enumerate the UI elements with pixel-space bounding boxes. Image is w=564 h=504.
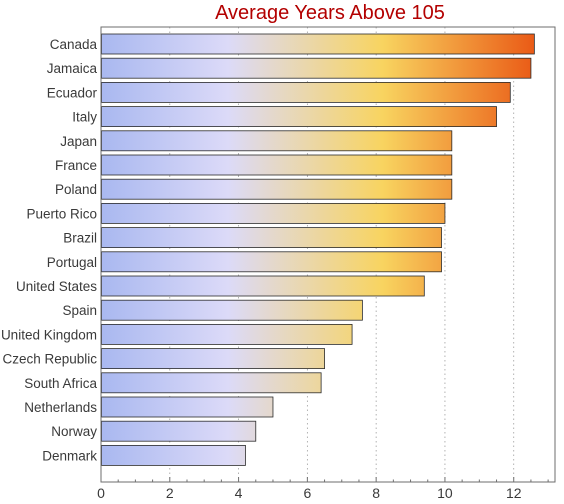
bar-portugal xyxy=(101,251,442,273)
bar-italy xyxy=(101,106,497,127)
bar-poland xyxy=(101,178,453,200)
x-tick-label: 6 xyxy=(303,485,311,501)
bar-south-africa xyxy=(101,372,322,394)
category-label: Brazil xyxy=(63,231,97,246)
category-label: United States xyxy=(16,279,97,294)
category-label: Czech Republic xyxy=(2,352,97,367)
bar-spain xyxy=(101,299,363,321)
category-label: Jamaica xyxy=(47,61,98,76)
category-label: Poland xyxy=(55,182,97,197)
bars xyxy=(101,33,535,466)
x-tick-label: 4 xyxy=(235,485,243,501)
bar-ecuador xyxy=(101,82,511,103)
bar-puerto-rico xyxy=(101,202,446,224)
x-tick-label: 12 xyxy=(506,485,522,501)
category-label: Italy xyxy=(72,110,97,125)
bar-japan xyxy=(101,130,453,152)
category-label: Japan xyxy=(60,134,97,149)
bar-czech-republic xyxy=(101,348,325,370)
x-tick-label: 10 xyxy=(437,485,453,501)
x-tick-label: 2 xyxy=(166,485,174,501)
x-tick-label: 0 xyxy=(97,485,105,501)
category-label: United Kingdom xyxy=(1,327,97,342)
bar-france xyxy=(101,154,453,176)
category-label: South Africa xyxy=(24,376,97,391)
category-label: Netherlands xyxy=(24,400,97,415)
x-axis: 0 2 4 6 8 10 12 xyxy=(97,477,549,501)
category-label: Puerto Rico xyxy=(26,206,97,221)
category-labels: Canada Jamaica Ecuador Italy Japan France Pola… xyxy=(1,37,98,463)
plot-frame xyxy=(100,26,556,483)
bar-netherlands xyxy=(101,396,274,418)
bar-united-kingdom xyxy=(101,323,353,345)
category-label: Ecuador xyxy=(47,85,98,100)
bar-brazil xyxy=(101,227,442,249)
bar-norway xyxy=(101,420,257,442)
category-label: France xyxy=(55,158,97,173)
bar-canada xyxy=(101,33,535,55)
bar-denmark xyxy=(101,444,246,466)
x-tick-label: 8 xyxy=(372,485,380,501)
category-label: Norway xyxy=(51,424,97,439)
category-label: Spain xyxy=(62,303,97,318)
bar-united-states xyxy=(101,275,425,297)
category-label: Canada xyxy=(50,37,98,52)
category-label: Denmark xyxy=(42,448,97,463)
chart-title: Average Years Above 105 xyxy=(215,2,445,24)
bar-jamaica xyxy=(101,57,532,79)
category-label: Portugal xyxy=(47,255,97,270)
